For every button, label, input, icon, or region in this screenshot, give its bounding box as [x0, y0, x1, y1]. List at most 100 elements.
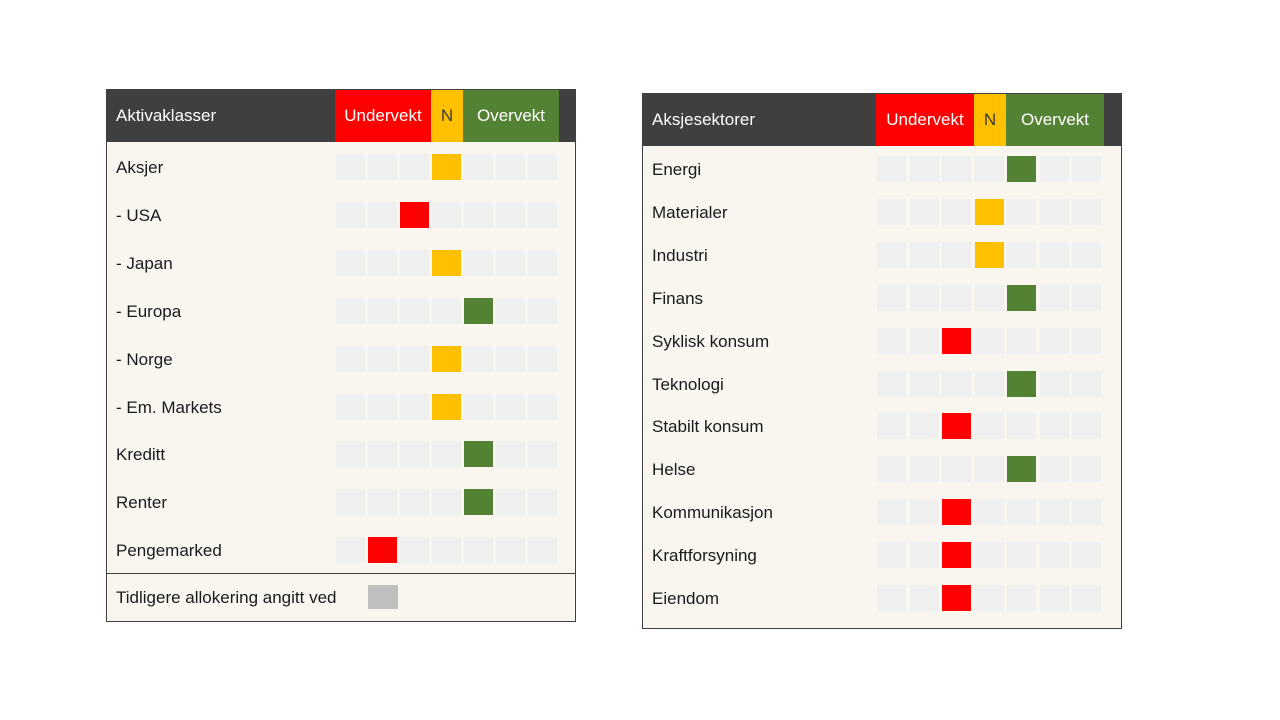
allocation-cell — [528, 393, 557, 420]
allocation-cell — [909, 370, 939, 397]
allocation-row: Stabilt konsum — [643, 413, 1121, 443]
allocation-cell — [1007, 542, 1036, 569]
allocation-cell — [909, 413, 939, 440]
allocation-cell — [368, 201, 397, 228]
allocation-cell — [496, 297, 525, 324]
allocation-cell — [336, 537, 365, 564]
row-label: Helse — [652, 460, 696, 480]
allocation-cell — [496, 154, 525, 180]
row-label: Kommunikasjon — [652, 503, 773, 523]
allocation-cell — [909, 456, 939, 483]
header-underweight: Undervekt — [335, 90, 431, 142]
allocation-marker — [368, 537, 397, 564]
allocation-cell — [496, 345, 525, 372]
allocation-marker — [942, 499, 971, 526]
header-overweight: Overvekt — [1006, 94, 1104, 146]
allocation-cell — [1039, 370, 1069, 397]
allocation-cell — [1039, 241, 1069, 268]
row-label: Aksjer — [116, 158, 164, 177]
row-label: Kraftforsyning — [652, 546, 757, 566]
allocation-cell — [368, 441, 397, 468]
allocation-cell — [1039, 456, 1069, 483]
allocation-cell — [496, 249, 525, 276]
allocation-row: Energi — [643, 156, 1121, 186]
allocation-row: Eiendom — [643, 585, 1121, 615]
allocation-cell — [877, 284, 906, 311]
allocation-cell — [432, 201, 461, 228]
row-label: Syklisk konsum — [652, 331, 770, 351]
allocation-cell — [528, 489, 557, 516]
allocation-row: Kreditt — [107, 441, 575, 471]
row-label: - USA — [116, 205, 162, 225]
allocation-marker — [464, 297, 493, 324]
allocation-cell — [974, 413, 1004, 440]
allocation-row: - Norge — [107, 345, 575, 376]
allocation-cell — [1072, 241, 1101, 268]
allocation-cell — [974, 585, 1004, 611]
allocation-cell — [877, 327, 906, 354]
allocation-cell — [464, 249, 493, 276]
allocation-cell — [974, 370, 1004, 397]
allocation-cell — [909, 156, 939, 182]
allocation-cell — [368, 249, 397, 276]
allocation-cell — [1039, 198, 1069, 225]
allocation-cell — [909, 327, 939, 354]
legend-text: Tidligere allokering angitt ved — [116, 588, 337, 607]
allocation-row: Renter — [107, 489, 575, 519]
allocation-cell — [368, 297, 397, 324]
header-underweight: Undervekt — [876, 94, 974, 146]
asset-class-header: Aktivaklasser Undervekt N Overvekt — [107, 90, 575, 142]
allocation-cell — [400, 537, 429, 564]
row-label: Energi — [652, 160, 702, 179]
allocation-row: Helse — [643, 456, 1121, 486]
allocation-cell — [336, 201, 365, 228]
allocation-cell — [942, 370, 971, 397]
allocation-cell — [336, 489, 365, 516]
allocation-cell — [336, 393, 365, 420]
allocation-cell — [496, 393, 525, 420]
allocation-marker — [1007, 284, 1036, 311]
allocation-cell — [877, 456, 906, 483]
allocation-cell — [1039, 585, 1069, 611]
allocation-marker — [464, 489, 493, 516]
allocation-cell — [974, 327, 1004, 354]
allocation-cell — [528, 537, 557, 564]
allocation-cell — [1072, 456, 1101, 483]
allocation-marker — [942, 413, 971, 440]
allocation-cell — [909, 241, 939, 268]
allocation-cell — [974, 156, 1004, 182]
asset-class-title: Aktivaklasser — [116, 106, 217, 125]
allocation-cell — [336, 297, 365, 324]
allocation-cell — [1007, 241, 1036, 268]
allocation-cell — [400, 345, 429, 372]
row-label: Kreditt — [116, 445, 166, 465]
allocation-cell — [400, 441, 429, 468]
allocation-cell — [877, 370, 906, 397]
asset-class-panel: Aktivaklasser Undervekt N Overvekt Aksje… — [106, 89, 576, 622]
allocation-cell — [336, 154, 365, 180]
allocation-cell — [528, 249, 557, 276]
allocation-cell — [1072, 327, 1101, 354]
allocation-marker — [432, 345, 461, 372]
allocation-marker — [432, 249, 461, 276]
allocation-cell — [368, 489, 397, 516]
allocation-cell — [877, 156, 906, 182]
allocation-cell — [1072, 499, 1101, 526]
allocation-cell — [1072, 542, 1101, 569]
allocation-cell — [1072, 370, 1101, 397]
allocation-marker — [974, 241, 1004, 268]
allocation-cell — [877, 585, 906, 611]
allocation-cell — [1007, 585, 1036, 611]
equity-sector-header: Aksjesektorer Undervekt N Overvekt — [643, 94, 1121, 146]
allocation-cell — [400, 297, 429, 324]
allocation-cell — [909, 284, 939, 311]
allocation-cell — [1039, 284, 1069, 311]
allocation-row: Syklisk konsum — [643, 327, 1121, 358]
row-label: - Europa — [116, 301, 182, 321]
allocation-marker — [464, 441, 493, 468]
allocation-cell — [432, 441, 461, 468]
allocation-cell — [942, 156, 971, 182]
allocation-marker — [432, 154, 461, 180]
allocation-marker — [942, 542, 971, 569]
allocation-cell — [877, 241, 906, 268]
